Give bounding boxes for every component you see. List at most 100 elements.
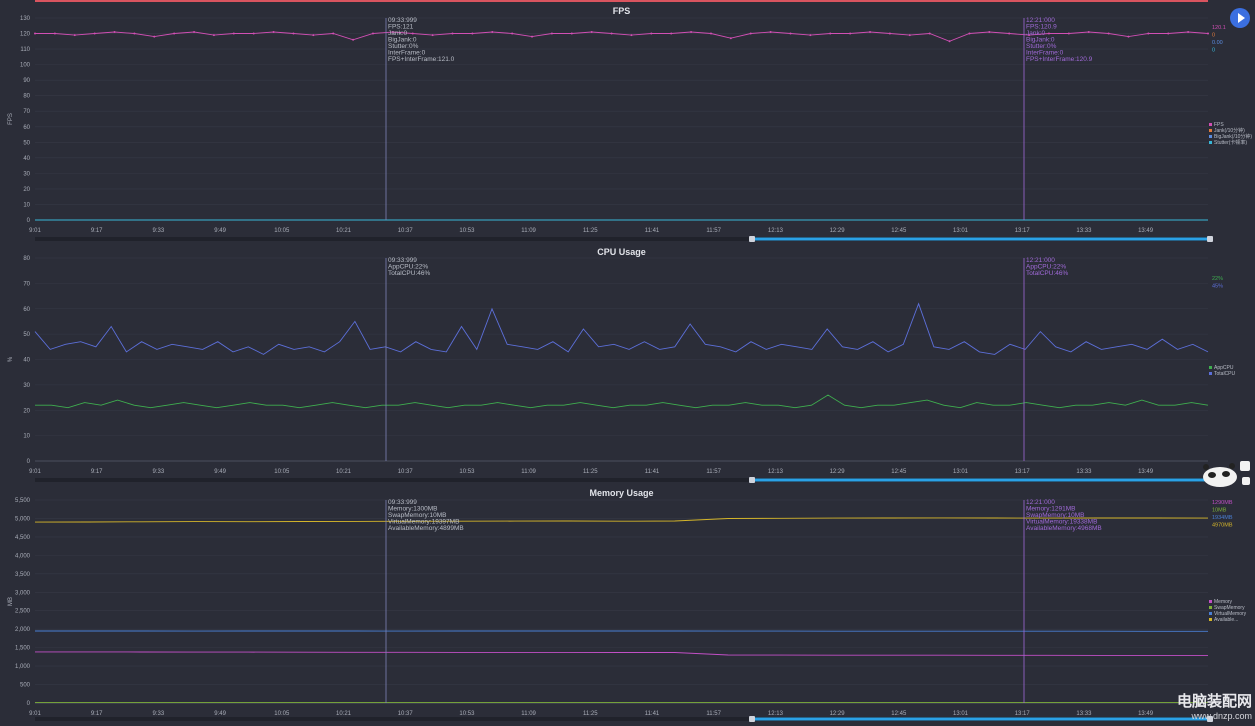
legend-swatch [1209,372,1212,375]
right-value: 0.00 [1212,40,1223,46]
x-tick-label: 11:41 [645,228,660,234]
x-tick-label: 11:41 [645,711,660,717]
y-tick-label: 120 [20,32,31,38]
chart-title: FPS [613,6,631,16]
x-tick-label: 10:05 [274,228,290,234]
y-tick-label: 4,000 [15,553,31,559]
x-tick-label: 10:37 [398,228,414,234]
x-tick-label: 12:13 [768,228,784,234]
fps-point [869,30,872,33]
time-scrollbar[interactable] [35,236,1213,242]
right-value: 0 [1212,33,1215,39]
fps-point [968,32,971,35]
x-tick-label: 13:33 [1076,228,1092,234]
fps-point [491,30,494,33]
legend-swatch [1209,135,1212,138]
fps-point [1008,32,1011,35]
scroll-handle-left[interactable] [749,716,755,722]
x-tick-label: 11:57 [706,711,721,717]
x-tick-label: 11:25 [583,228,598,234]
fps-point [352,38,355,41]
fps-point [690,30,693,33]
fps-point [948,40,951,43]
right-value: 0 [1212,48,1215,54]
cursor-2-text: BigJank:0 [1026,37,1055,44]
y-axis-label: FPS [8,113,14,125]
x-tick-label: 12:45 [891,711,907,717]
y-tick-label: 130 [20,16,31,22]
right-value: 4970MB [1212,523,1233,529]
fps-point [829,32,832,35]
fps-point [1067,32,1070,35]
series-line-4 [34,517,1209,523]
y-tick-label: 4,500 [15,535,31,541]
legend-label: Jank(/10分钟) [1214,127,1245,134]
cursor-1-text: FPS+InterFrame:121.0 [388,56,455,63]
fps-point [431,34,434,37]
fps-point [292,32,295,35]
y-axis-label: MB [8,597,14,606]
legend-swatch [1209,141,1212,144]
x-tick-label: 13:17 [1015,469,1031,475]
y-tick-label: 30 [23,171,30,177]
top-bar [0,0,1255,4]
x-tick-label: 13:49 [1138,228,1154,234]
y-tick-label: 110 [20,47,30,53]
cursor-2-text: TotalCPU:46% [1026,270,1068,277]
scroll-handle-right[interactable] [1207,236,1213,242]
fps-point [769,30,772,33]
chart-title: Memory Usage [589,488,653,498]
right-value: 1290MB [1212,500,1233,506]
cursor-2-text: AppCPU:22% [1026,264,1066,271]
x-tick-label: 9:17 [91,228,103,234]
y-tick-label: 40 [23,358,30,364]
top-red-line [35,0,1208,2]
y-tick-label: 1,000 [15,664,31,670]
y-tick-label: 5,000 [15,516,31,522]
x-tick-label: 11:57 [706,469,721,475]
y-tick-label: 100 [20,63,31,69]
fps-point [312,34,315,37]
fps-point [1028,34,1031,37]
cursor-2-text: Memory:1291MB [1026,506,1076,513]
y-tick-label: 5,500 [15,498,31,504]
x-tick-label: 9:33 [153,228,165,234]
y-tick-label: 20 [23,408,30,414]
x-tick-label: 13:17 [1015,711,1031,717]
fps-point [1127,35,1130,38]
fps-point [650,32,653,35]
time-scrollbar[interactable] [35,716,1213,722]
legend-swatch [1209,606,1212,609]
y-tick-label: 0 [27,701,31,707]
y-tick-label: 70 [23,281,30,287]
scroll-track [35,237,1208,241]
cursor-2-text: FPS:120.9 [1026,24,1057,31]
scroll-handle-left[interactable] [749,477,755,483]
fps-point [590,30,593,33]
cursor-1-text: SwapMemory:10MB [388,512,447,519]
scroll-handle-left[interactable] [749,236,755,242]
play-button[interactable] [1230,8,1250,28]
x-tick-label: 11:09 [521,228,536,234]
fps-point [928,32,931,35]
cursor-1-text: AvailableMemory:4899MB [388,525,464,532]
fps-point [332,32,335,35]
fps-point [988,30,991,33]
cursor-1-text: AppCPU:22% [388,264,428,271]
fps-point [1187,30,1190,33]
y-tick-label: 50 [23,332,30,338]
fps-point [1207,32,1209,35]
legend-label: BigJank(/10分钟) [1214,133,1252,140]
scroll-handle-right[interactable] [1207,716,1213,722]
scroll-range [754,478,1210,482]
right-value: 10MB [1212,508,1227,514]
fps-point [133,32,136,35]
legend-label: Available... [1214,617,1238,623]
cursor-1-text: Stutter:0% [388,43,419,50]
x-tick-label: 10:37 [398,711,414,717]
fps-point [93,32,96,35]
x-tick-label: 10:21 [336,711,352,717]
cursor-1-text: 09:33:999 [388,17,417,24]
time-scrollbar[interactable] [35,477,1213,483]
